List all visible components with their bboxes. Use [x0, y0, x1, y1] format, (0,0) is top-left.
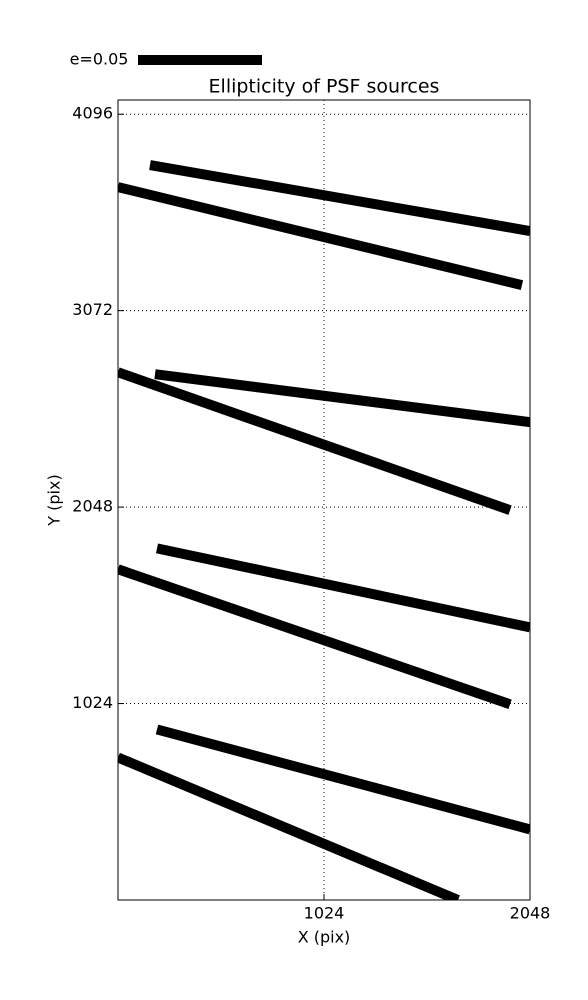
x-axis-label: X (pix) — [298, 928, 351, 947]
whisker — [118, 752, 460, 900]
x-tick-label: 2048 — [510, 904, 551, 923]
whisker — [118, 367, 512, 515]
y-tick-label: 2048 — [72, 497, 113, 516]
y-tick-label: 4096 — [72, 104, 113, 123]
y-axis-label: Y (pix) — [45, 474, 64, 526]
x-tick-label: 1024 — [304, 904, 345, 923]
whisker — [154, 369, 530, 428]
legend-label: e=0.05 — [70, 50, 129, 69]
y-tick-label: 1024 — [72, 693, 113, 712]
plot-frame — [117, 99, 531, 901]
y-tick-label: 3072 — [72, 300, 113, 319]
whisker — [118, 182, 524, 290]
whisker — [155, 724, 530, 835]
whisker — [149, 160, 530, 236]
whisker — [155, 543, 530, 633]
whisker — [118, 564, 512, 710]
plot-area — [118, 160, 530, 900]
chart-title: Ellipticity of PSF sources — [209, 76, 440, 98]
